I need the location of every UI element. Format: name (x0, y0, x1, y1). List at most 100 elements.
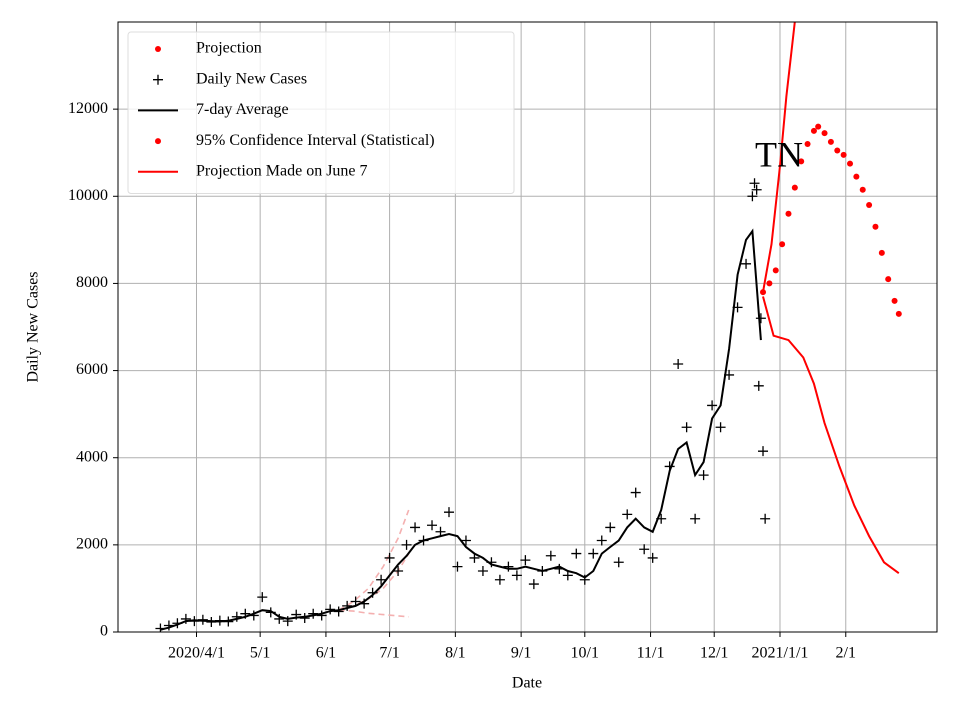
y-tick-label: 4000 (76, 448, 108, 465)
x-tick-label: 5/1 (250, 645, 270, 662)
y-tick-label: 0 (100, 623, 108, 640)
point (681, 422, 692, 433)
point (847, 160, 854, 167)
point (732, 302, 743, 313)
marks (155, 22, 902, 632)
legend-marker (155, 138, 161, 145)
point (804, 141, 811, 147)
legend: Projection Daily New Cases 7-day Average 95… (127, 31, 515, 194)
point (410, 522, 421, 533)
point (350, 596, 361, 607)
point (834, 147, 841, 154)
point (715, 422, 726, 433)
point (656, 513, 667, 524)
x-tick-label: 10/1 (571, 645, 599, 662)
x-tick-label: 9/1 (511, 645, 531, 662)
point (613, 557, 624, 568)
legend-label: Daily New Cases (196, 70, 307, 87)
point (878, 249, 885, 256)
point (724, 369, 735, 380)
point (751, 184, 762, 195)
line (338, 509, 410, 611)
point (359, 598, 370, 609)
point (274, 613, 285, 624)
point (772, 267, 779, 274)
point (435, 526, 446, 537)
legend-marker (155, 46, 161, 52)
point (853, 173, 860, 180)
legend-label: Projection Made on June 7 (196, 162, 368, 179)
point (248, 610, 259, 621)
point (384, 552, 395, 563)
point (749, 178, 760, 189)
y-tick-label: 12000 (68, 100, 108, 117)
y-tick-label: 10000 (68, 187, 108, 204)
point (664, 461, 675, 472)
point (172, 618, 183, 629)
point (528, 579, 539, 590)
annotation: TN (755, 134, 803, 174)
point (747, 191, 758, 202)
point (545, 550, 556, 561)
line (160, 228, 762, 631)
point (325, 604, 336, 615)
point (486, 557, 497, 568)
point (197, 614, 208, 625)
point (810, 127, 817, 134)
point (866, 202, 873, 208)
line (762, 22, 796, 293)
point (760, 513, 771, 524)
point (596, 535, 607, 546)
point (755, 313, 766, 324)
point (798, 158, 805, 165)
point (588, 548, 599, 559)
point (477, 566, 488, 576)
point (291, 609, 302, 620)
legend-label: 7-day Average (196, 101, 289, 118)
point (639, 544, 650, 555)
point (299, 613, 310, 624)
y-tick-label: 6000 (76, 361, 108, 378)
point (859, 186, 866, 193)
y-tick-label: 8000 (76, 274, 108, 291)
point (367, 587, 378, 598)
x-tick-label: 6/1 (316, 645, 336, 662)
point (647, 552, 658, 563)
point (815, 123, 822, 130)
point (571, 548, 582, 559)
point (180, 613, 191, 624)
x-tick-label: 2020/4/1 (168, 645, 225, 662)
point (460, 535, 471, 546)
point (316, 610, 327, 621)
point (891, 297, 898, 304)
point (231, 611, 242, 622)
point (342, 600, 353, 611)
point (469, 552, 480, 563)
legend-marker (153, 74, 163, 85)
point (257, 592, 268, 603)
legend-label: Projection (196, 40, 262, 57)
x-tick-label: 2/1 (836, 645, 856, 662)
point (520, 555, 531, 566)
point (494, 574, 505, 585)
point (333, 606, 344, 617)
point (872, 223, 879, 230)
point (189, 616, 200, 627)
point (443, 507, 454, 518)
point (376, 574, 387, 585)
line (338, 609, 409, 618)
x-axis-label: Date (512, 675, 542, 692)
point (827, 138, 834, 145)
point (163, 620, 174, 631)
grid: 2020/4/1 5/1 6/1 7/1 8/1 9/1 10/1 11/1 12/1 2021/… (68, 22, 937, 662)
x-tick-label: 8/1 (445, 645, 465, 662)
line (762, 296, 900, 575)
point (427, 520, 438, 531)
point (265, 607, 276, 618)
point (779, 241, 786, 248)
point (840, 151, 847, 158)
point (605, 522, 616, 533)
point (760, 289, 767, 296)
y-tick-label: 2000 (76, 536, 108, 553)
